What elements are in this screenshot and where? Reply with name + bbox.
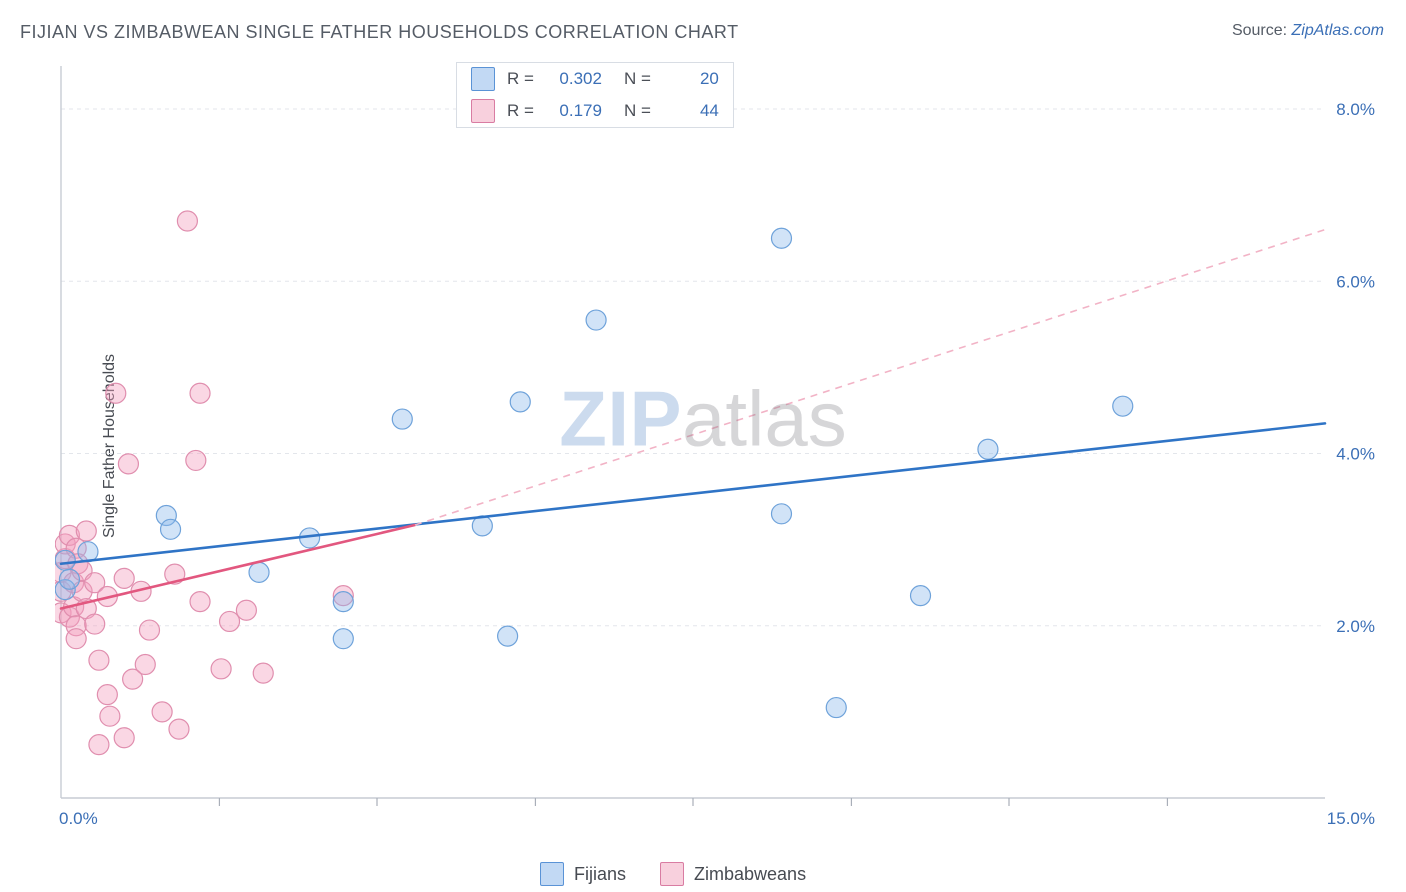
chart-svg: 2.0% 4.0% 6.0% 8.0% 0.0% 15.0% bbox=[55, 58, 1385, 840]
svg-text:4.0%: 4.0% bbox=[1336, 445, 1375, 464]
legend-label-fijians: Fijians bbox=[574, 864, 626, 885]
n-value-zimbabweans: 44 bbox=[663, 101, 719, 121]
r-label: R = bbox=[507, 69, 534, 89]
r-value-fijians: 0.302 bbox=[546, 69, 602, 89]
chart-title: FIJIAN VS ZIMBABWEAN SINGLE FATHER HOUSE… bbox=[20, 22, 739, 43]
legend-item-fijians: Fijians bbox=[540, 862, 626, 886]
plot-area: 2.0% 4.0% 6.0% 8.0% 0.0% 15.0% bbox=[55, 58, 1385, 840]
r-label: R = bbox=[507, 101, 534, 121]
svg-text:0.0%: 0.0% bbox=[59, 809, 98, 828]
n-label: N = bbox=[624, 101, 651, 121]
series-legend: Fijians Zimbabweans bbox=[540, 862, 806, 886]
legend-label-zimbabweans: Zimbabweans bbox=[694, 864, 806, 885]
r-value-zimbabweans: 0.179 bbox=[546, 101, 602, 121]
svg-text:15.0%: 15.0% bbox=[1327, 809, 1375, 828]
svg-text:2.0%: 2.0% bbox=[1336, 617, 1375, 636]
n-value-fijians: 20 bbox=[663, 69, 719, 89]
swatch-fijians-icon bbox=[471, 67, 495, 91]
stats-legend: R = 0.302 N = 20 R = 0.179 N = 44 bbox=[456, 62, 734, 128]
swatch-fijians-icon bbox=[540, 862, 564, 886]
source-prefix: Source: bbox=[1232, 22, 1292, 39]
swatch-zimbabweans-icon bbox=[660, 862, 684, 886]
n-label: N = bbox=[624, 69, 651, 89]
source-attribution: Source: ZipAtlas.com bbox=[1232, 22, 1384, 40]
legend-item-zimbabweans: Zimbabweans bbox=[660, 862, 806, 886]
svg-text:6.0%: 6.0% bbox=[1336, 272, 1375, 291]
swatch-zimbabweans-icon bbox=[471, 99, 495, 123]
source-site: ZipAtlas.com bbox=[1292, 22, 1384, 39]
stats-row-zimbabweans: R = 0.179 N = 44 bbox=[457, 95, 733, 127]
svg-text:8.0%: 8.0% bbox=[1336, 100, 1375, 119]
stats-row-fijians: R = 0.302 N = 20 bbox=[457, 63, 733, 95]
